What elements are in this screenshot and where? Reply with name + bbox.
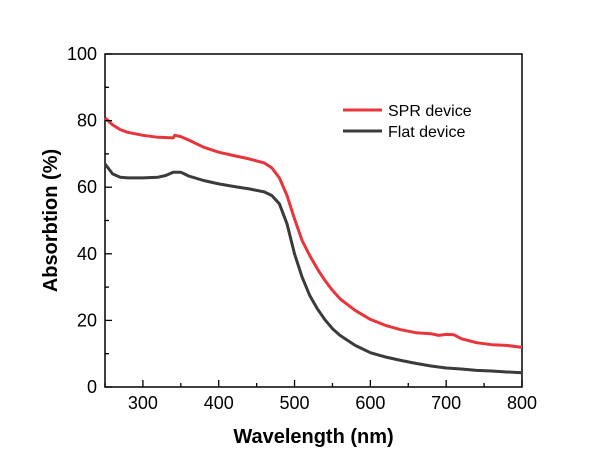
legend-label: Flat device [388, 124, 465, 141]
y-tick-label: 40 [77, 244, 97, 264]
x-tick-label: 300 [128, 393, 158, 413]
series-line-flat-device [103, 162, 523, 375]
y-tick-label: 100 [67, 44, 97, 64]
x-axis-title: Wavelength (nm) [233, 426, 393, 448]
ticks-layer: 300 400 500 600 700 800 0 20 40 60 80 100 [67, 44, 537, 413]
x-tick-label: 800 [507, 393, 537, 413]
legend: SPR device Flat device [343, 103, 472, 141]
series-line-spr-device [103, 116, 523, 349]
legend-label: SPR device [388, 103, 472, 120]
x-tick-label: 500 [280, 393, 310, 413]
x-tick-label: 700 [431, 393, 461, 413]
y-axis-title: Absorbtion (%) [40, 149, 62, 292]
y-tick-label: 60 [77, 177, 97, 197]
y-tick-label: 0 [87, 377, 97, 397]
x-tick-label: 600 [355, 393, 385, 413]
series-layer [103, 116, 523, 375]
x-tick-label: 400 [204, 393, 234, 413]
y-tick-label: 20 [77, 310, 97, 330]
y-tick-label: 80 [77, 111, 97, 131]
